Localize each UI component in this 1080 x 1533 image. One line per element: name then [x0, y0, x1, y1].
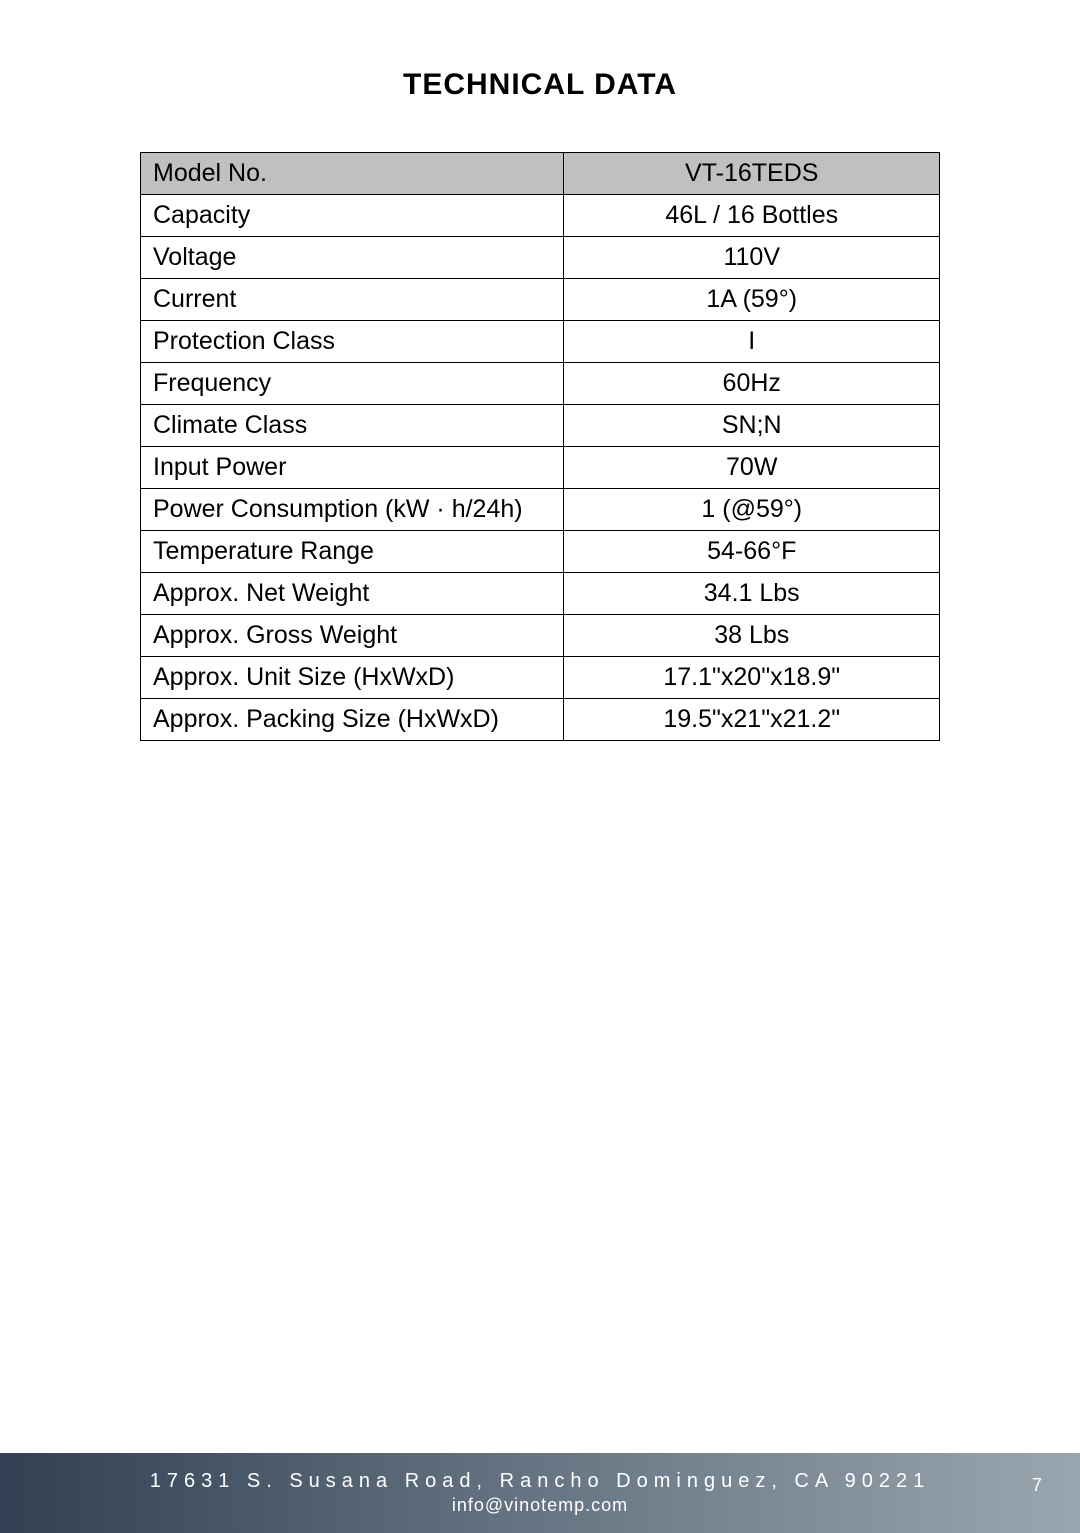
table-row: Current 1A (59°)	[141, 279, 940, 321]
row-label: Approx. Packing Size (HxWxD)	[141, 699, 564, 741]
row-label: Power Consumption (kW · h/24h)	[141, 489, 564, 531]
row-value: 46L / 16 Bottles	[564, 195, 940, 237]
page-number: 7	[1032, 1475, 1042, 1496]
row-label: Frequency	[141, 363, 564, 405]
header-label: Model No.	[141, 153, 564, 195]
row-value: 60Hz	[564, 363, 940, 405]
table-row: Capacity 46L / 16 Bottles	[141, 195, 940, 237]
row-value: 110V	[564, 237, 940, 279]
footer-email: info@vinotemp.com	[452, 1495, 628, 1516]
table-row: Temperature Range 54-66°F	[141, 531, 940, 573]
row-label: Current	[141, 279, 564, 321]
row-value: 17.1"x20"x18.9"	[564, 657, 940, 699]
row-value: 1 (@59°)	[564, 489, 940, 531]
row-label: Voltage	[141, 237, 564, 279]
header-value: VT-16TEDS	[564, 153, 940, 195]
table-row: Protection Class I	[141, 321, 940, 363]
page-title: TECHNICAL DATA	[0, 68, 1080, 102]
row-value: 34.1 Lbs	[564, 573, 940, 615]
table-row: Power Consumption (kW · h/24h) 1 (@59°)	[141, 489, 940, 531]
technical-data-table: Model No. VT-16TEDS Capacity 46L / 16 Bo…	[140, 152, 940, 741]
page-footer: 17631 S. Susana Road, Rancho Dominguez, …	[0, 1453, 1080, 1533]
table-row: Input Power 70W	[141, 447, 940, 489]
row-label: Climate Class	[141, 405, 564, 447]
row-label: Temperature Range	[141, 531, 564, 573]
table-row: Climate Class SN;N	[141, 405, 940, 447]
row-value: 1A (59°)	[564, 279, 940, 321]
row-value: 70W	[564, 447, 940, 489]
row-value: 38 Lbs	[564, 615, 940, 657]
table-header-row: Model No. VT-16TEDS	[141, 153, 940, 195]
table-row: Approx. Unit Size (HxWxD) 17.1"x20"x18.9…	[141, 657, 940, 699]
row-label: Approx. Unit Size (HxWxD)	[141, 657, 564, 699]
row-label: Approx. Gross Weight	[141, 615, 564, 657]
row-label: Protection Class	[141, 321, 564, 363]
table-row: Frequency 60Hz	[141, 363, 940, 405]
row-value: I	[564, 321, 940, 363]
row-label: Input Power	[141, 447, 564, 489]
table-row: Approx. Net Weight 34.1 Lbs	[141, 573, 940, 615]
table-row: Approx. Packing Size (HxWxD) 19.5"x21"x2…	[141, 699, 940, 741]
footer-address: 17631 S. Susana Road, Rancho Dominguez, …	[150, 1470, 931, 1493]
row-value: SN;N	[564, 405, 940, 447]
row-label: Approx. Net Weight	[141, 573, 564, 615]
row-label: Capacity	[141, 195, 564, 237]
table-row: Voltage 110V	[141, 237, 940, 279]
row-value: 54-66°F	[564, 531, 940, 573]
page: TECHNICAL DATA Model No. VT-16TEDS Capac…	[0, 0, 1080, 1533]
table-row: Approx. Gross Weight 38 Lbs	[141, 615, 940, 657]
row-value: 19.5"x21"x21.2"	[564, 699, 940, 741]
